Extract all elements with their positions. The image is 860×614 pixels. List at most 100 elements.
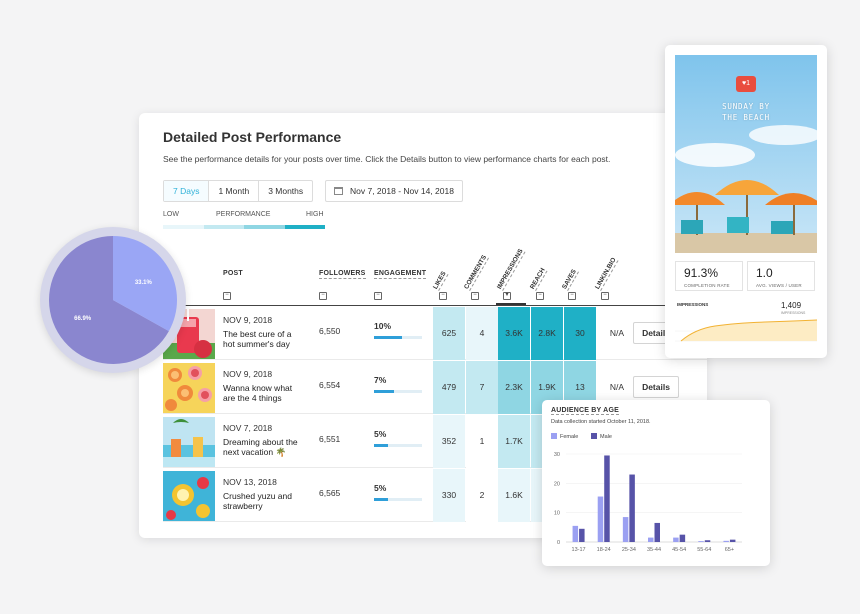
sort-toggle-engagement[interactable]: − [374, 292, 382, 300]
engagement-bar [374, 498, 422, 501]
bar-male-35-44[interactable] [654, 522, 661, 542]
table-row[interactable]: NOV 7, 2018 Dreaming about the next vaca… [163, 415, 707, 468]
likes-cell: 479 [433, 361, 465, 414]
column-engagement[interactable]: ENGAGEMENT [374, 270, 427, 279]
audience-subtitle: Data collection started October 11, 2018… [551, 419, 651, 425]
followers-value: 6,550 [319, 326, 341, 336]
calendar-icon [334, 187, 343, 195]
female-swatch-icon [551, 433, 557, 439]
impressions-cell: 3.6K [498, 307, 530, 360]
bar-male-45-54[interactable] [679, 534, 686, 542]
legend-male[interactable]: Male [591, 433, 612, 440]
post-caption: Dreaming about the next vacation 🌴 [223, 437, 298, 457]
bar-female-35-44[interactable] [648, 537, 654, 542]
pie-slice-small [113, 236, 177, 332]
sort-toggle-likes[interactable]: − [439, 292, 447, 300]
engagement-value: 7% [374, 375, 387, 385]
linkinbio-cell: N/A [609, 382, 625, 392]
reach-cell: 2.8K [531, 307, 563, 360]
column-comments[interactable]: COMMENTS [463, 254, 489, 291]
bar-male-13-17[interactable] [579, 528, 585, 542]
likes-cell: 625 [433, 307, 465, 360]
comments-cell: 7 [466, 361, 498, 414]
date-range-picker[interactable]: Nov 7, 2018 - Nov 14, 2018 [325, 180, 463, 202]
sort-toggle-linkinbio[interactable]: − [601, 292, 609, 300]
followers-value: 6,565 [319, 488, 341, 498]
range-selector: 7 Days 1 Month 3 Months [163, 180, 314, 202]
post-date: NOV 7, 2018 [223, 423, 273, 433]
x-tick-label: 55-64 [697, 547, 711, 553]
bar-female-55-64[interactable] [698, 541, 704, 542]
pie-slice-large [49, 236, 169, 364]
date-range-label: Nov 7, 2018 - Nov 14, 2018 [350, 186, 454, 196]
engagement-value: 10% [374, 321, 392, 331]
x-tick-label: 25-34 [622, 547, 636, 553]
pie-label-small: 33.1% [135, 280, 153, 286]
pie-chart-card: 66.9% 33.1% [40, 227, 186, 373]
page-title: Detailed Post Performance [163, 129, 342, 145]
bar-male-65+[interactable] [729, 539, 736, 542]
range-3-months-button[interactable]: 3 Months [268, 186, 304, 196]
column-likes[interactable]: LIKES [432, 270, 449, 291]
column-followers[interactable]: FOLLOWERS [319, 270, 366, 279]
impressions-cell: 1.6K [498, 469, 530, 522]
details-button[interactable]: Details [633, 376, 679, 398]
bar-female-13-17[interactable] [572, 525, 579, 542]
column-saves[interactable]: SAVES [561, 268, 579, 291]
bar-male-55-64[interactable] [704, 540, 711, 542]
range-1-month-button[interactable]: 1 Month [209, 181, 260, 201]
sort-toggle-impressions[interactable]: ▾ [503, 292, 511, 300]
y-tick-label: 30 [554, 452, 560, 458]
post-caption: The best cure of a hot summer's day [223, 329, 292, 349]
beach-umbrellas-photo [675, 55, 817, 253]
post-date: NOV 9, 2018 [223, 315, 273, 325]
y-tick-label: 0 [557, 540, 560, 546]
column-post[interactable]: POST [223, 270, 243, 277]
column-impressions[interactable]: IMPRESSIONS [496, 247, 526, 291]
engagement-bar [374, 444, 422, 447]
sort-toggle-post[interactable]: − [223, 292, 231, 300]
x-tick-label: 45-54 [672, 547, 686, 553]
sort-toggle-reach[interactable]: − [536, 292, 544, 300]
bar-female-25-34[interactable] [622, 517, 629, 542]
completion-rate-stat: 91.3% COMPLETION RATE [675, 261, 743, 291]
column-reach[interactable]: REACH [529, 266, 548, 291]
table-row[interactable]: NOV 13, 2018 Crushed yuzu and strawberry… [163, 469, 707, 522]
bar-female-18-24[interactable] [597, 496, 604, 542]
story-insights-card: ♥1 SUNDAY BY THE BEACH 91.3% COMPLETION … [665, 45, 827, 358]
heart-icon: ♥1 [736, 76, 756, 92]
header-divider [163, 305, 707, 306]
linkinbio-cell: N/A [609, 328, 625, 338]
post-caption: Wanna know what are the 4 things [223, 383, 293, 403]
followers-value: 6,551 [319, 434, 341, 444]
table-row[interactable]: NOV 9, 2018 The best cure of a hot summe… [163, 307, 707, 360]
followers-value: 6,554 [319, 380, 341, 390]
range-7-days-button[interactable]: 7 Days [164, 181, 210, 201]
x-tick-label: 13-17 [572, 547, 586, 553]
post-date: NOV 9, 2018 [223, 369, 273, 379]
legend-performance: PERFORMANCE [216, 211, 271, 218]
audience-by-age-card: AUDIENCE BY AGE Data collection started … [542, 400, 770, 566]
impressions-line-chart [675, 319, 817, 342]
column-linkinbio[interactable]: LINKIN.BIO [594, 256, 619, 291]
legend-low: LOW [163, 211, 179, 218]
story-preview[interactable]: ♥1 SUNDAY BY THE BEACH [675, 55, 817, 253]
impressions-cell: 1.7K [498, 415, 530, 468]
sort-toggle-comments[interactable]: − [471, 292, 479, 300]
pie-label-large: 66.9% [74, 316, 92, 322]
post-performance-card: Detailed Post Performance See the perfor… [139, 113, 707, 538]
story-title: SUNDAY BY THE BEACH [722, 102, 770, 122]
sort-toggle-followers[interactable]: − [319, 292, 327, 300]
bar-female-45-54[interactable] [673, 537, 679, 542]
x-tick-label: 35-44 [647, 547, 661, 553]
sort-toggle-saves[interactable]: − [568, 292, 576, 300]
comments-cell: 1 [466, 415, 498, 468]
bar-male-25-34[interactable] [629, 474, 635, 542]
post-caption: Crushed yuzu and strawberry [223, 491, 292, 511]
bar-female-65+[interactable] [723, 540, 729, 542]
comments-cell: 2 [466, 469, 498, 522]
bar-male-18-24[interactable] [604, 455, 610, 542]
legend-female[interactable]: Female [551, 433, 578, 440]
avg-views-stat: 1.0 AVG. VIEWS / USER [747, 261, 815, 291]
table-row[interactable]: NOV 9, 2018 Wanna know what are the 4 th… [163, 361, 707, 414]
